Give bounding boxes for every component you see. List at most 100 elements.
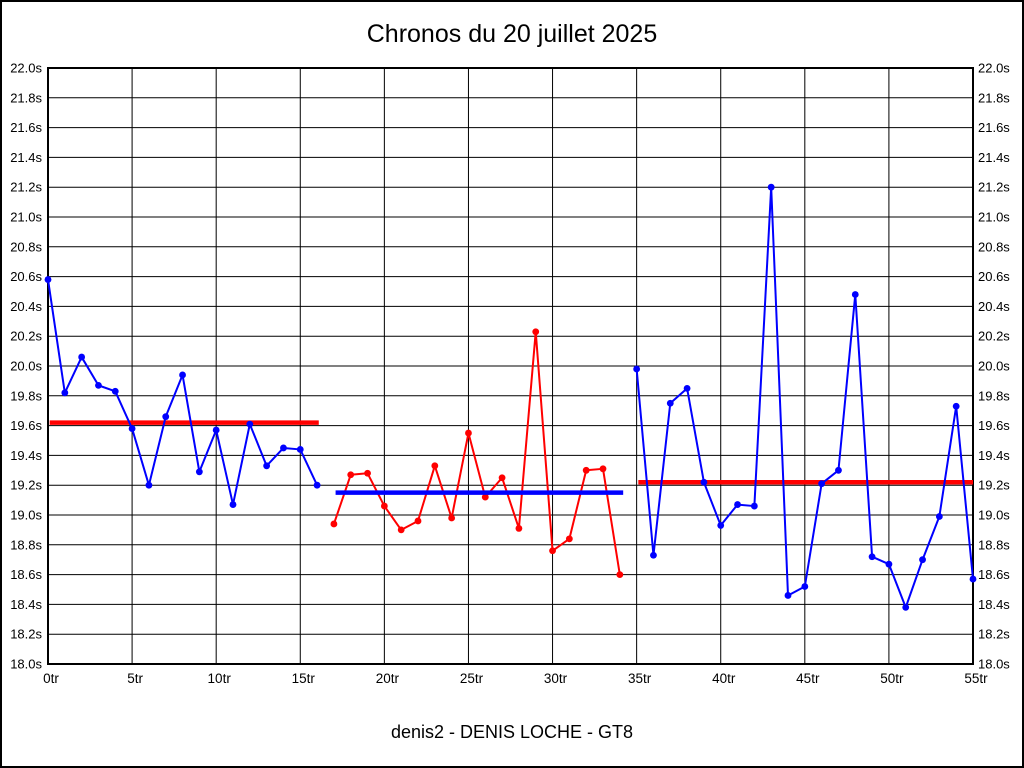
y-axis-tick-label-left: 18.6s xyxy=(10,567,42,582)
stint-3-data-point xyxy=(885,560,893,568)
y-axis-tick-label-left: 21.2s xyxy=(10,180,42,195)
stint-3-data-point xyxy=(935,513,943,520)
stint-1-data-point xyxy=(280,444,287,452)
stint-1-data-point xyxy=(44,276,52,283)
stint-3-data-point xyxy=(633,365,641,373)
stint-1-data-point xyxy=(212,426,220,434)
y-axis-tick-label-left: 18.8s xyxy=(10,537,42,552)
x-axis-tick-label: 40tr xyxy=(712,671,736,686)
stint-2-data-point xyxy=(582,466,590,474)
y-axis-tick-label-right: 21.4s xyxy=(978,150,1010,165)
y-axis-tick-label-left: 20.4s xyxy=(10,299,42,314)
stint-1-data-point xyxy=(111,387,119,395)
stint-3-data-point xyxy=(784,592,792,599)
y-axis-tick-label-right: 19.6s xyxy=(978,418,1010,433)
chart-title: Chronos du 20 juillet 2025 xyxy=(366,20,658,48)
stint-3-data-point xyxy=(700,478,708,486)
plot-border xyxy=(47,67,974,665)
stint-1-data-point xyxy=(162,413,170,421)
y-axis-tick-label-right: 20.8s xyxy=(978,239,1010,254)
stint-3-data-point xyxy=(650,551,657,559)
stint-1-data-point xyxy=(313,481,321,489)
y-axis-tick-label-right: 22.0s xyxy=(978,61,1010,76)
y-axis-tick-label-left: 19.0s xyxy=(10,508,42,523)
stint-2-data-point xyxy=(448,514,456,522)
y-axis-tick-label-right: 18.4s xyxy=(978,597,1010,612)
y-axis-tick-label-right: 18.0s xyxy=(978,657,1010,672)
stint-1-data-point xyxy=(145,481,153,489)
stint-2-data-point xyxy=(431,462,439,470)
y-axis-tick-label-left: 22.0s xyxy=(10,61,42,76)
stint-2-data-point xyxy=(616,571,624,578)
stint-1-data-point xyxy=(296,446,304,453)
y-axis-tick-label-right: 20.0s xyxy=(978,359,1010,374)
y-axis-tick-label-left: 20.6s xyxy=(10,269,42,284)
y-axis-tick-label-left: 20.2s xyxy=(10,329,42,344)
x-axis-tick-label: 45tr xyxy=(796,671,820,686)
stint-2-data-point xyxy=(599,465,607,473)
y-axis-tick-label-left: 19.2s xyxy=(10,478,42,493)
x-axis-tick-label: 5tr xyxy=(127,671,143,686)
y-axis-tick-label-right: 21.6s xyxy=(978,120,1010,135)
x-axis-tick-label: 30tr xyxy=(544,671,568,686)
y-axis-tick-label-left: 20.8s xyxy=(10,239,42,254)
y-axis-tick-label-left: 18.0s xyxy=(10,657,42,672)
stint-3-data-point xyxy=(818,480,826,488)
y-axis-tick-label-right: 19.4s xyxy=(978,448,1010,463)
y-axis-tick-label-left: 21.8s xyxy=(10,90,42,105)
y-axis-tick-label-right: 19.8s xyxy=(978,388,1010,403)
stint-3-data-point xyxy=(734,501,741,508)
y-axis-tick-label-right: 20.4s xyxy=(978,299,1010,314)
stint-3-data-point xyxy=(902,603,910,611)
x-axis-tick-label: 25tr xyxy=(460,671,484,686)
y-axis-tick-label-left: 18.2s xyxy=(10,627,42,642)
y-axis-tick-label-left: 21.6s xyxy=(10,120,42,135)
stint-2-data-point xyxy=(380,502,388,510)
stint-3-data-point xyxy=(683,384,691,392)
stint-3-data-point xyxy=(801,583,809,590)
y-axis-tick-label-right: 21.2s xyxy=(978,180,1010,195)
y-axis-tick-label-left: 19.6s xyxy=(10,418,42,433)
stint-1-data-point xyxy=(179,371,186,379)
stint-1-data-point xyxy=(263,462,271,470)
stint-3-data-point xyxy=(666,399,674,407)
y-axis-tick-label-right: 18.2s xyxy=(978,627,1010,642)
stint-2-data-point xyxy=(330,520,338,528)
stint-3-data-point xyxy=(750,502,758,510)
y-axis-tick-label-right: 18.6s xyxy=(978,567,1010,582)
y-axis-tick-label-right: 20.6s xyxy=(978,269,1010,284)
stint-1-data-point xyxy=(78,353,86,361)
stint-2-data-point xyxy=(414,517,422,525)
stint-1-line xyxy=(47,279,318,506)
stint-3-data-point xyxy=(969,575,977,583)
stint-2-data-point xyxy=(532,328,540,336)
y-axis-tick-label-left: 19.8s xyxy=(10,388,42,403)
y-axis-tick-label-left: 18.4s xyxy=(10,597,42,612)
stint-3-data-point xyxy=(717,522,725,529)
stint-3-data-point xyxy=(835,466,842,474)
stint-3-data-point xyxy=(919,556,926,564)
y-axis-tick-label-right: 21.8s xyxy=(978,90,1010,105)
stint-3-data-point xyxy=(952,402,960,410)
x-axis-tick-label: 55tr xyxy=(964,671,988,686)
chart-caption: denis2 - DENIS LOCHE - GT8 xyxy=(390,722,634,742)
stint-2-data-point xyxy=(565,535,573,543)
stint-1-data-point xyxy=(229,501,237,508)
y-axis-tick-label-right: 19.0s xyxy=(978,508,1010,523)
stint-3-data-point xyxy=(868,553,876,561)
stint-2-data-point xyxy=(364,469,371,477)
stint-2-data-point xyxy=(515,525,523,532)
stint-2-data-point xyxy=(498,474,506,482)
stint-1-data-point xyxy=(246,420,254,428)
y-axis-tick-label-right: 19.2s xyxy=(978,478,1010,493)
y-axis-tick-label-right: 18.8s xyxy=(978,537,1010,552)
x-axis-tick-label: 10tr xyxy=(208,671,232,686)
stint-1-data-point xyxy=(128,425,136,432)
y-axis-tick-label-right: 20.2s xyxy=(978,329,1010,344)
stint-2-data-point xyxy=(549,547,556,555)
stint-1-data-point xyxy=(195,468,203,476)
x-axis-tick-label: 35tr xyxy=(628,671,652,686)
stint-2-data-point xyxy=(347,471,355,479)
